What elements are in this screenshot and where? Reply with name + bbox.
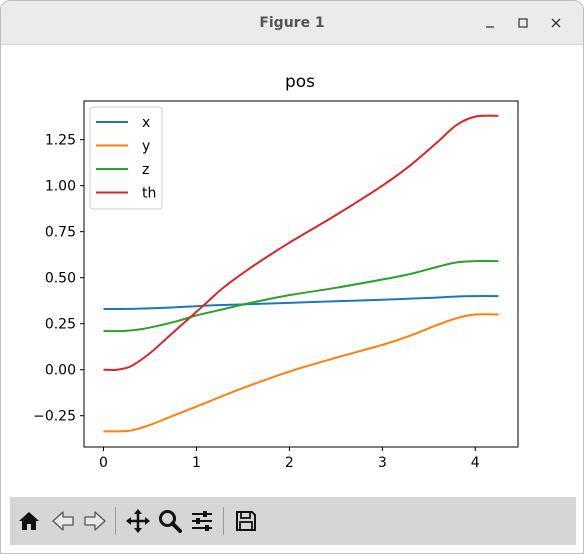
pos-chart: pos 0 1 2 3 4 −0.25 0.00 0.25 0.50 0.75 1.00 1.25 x… (33, 72, 519, 471)
home-button[interactable] (14, 506, 44, 536)
figure-canvas[interactable]: pos 0 1 2 3 4 −0.25 0.00 0.25 0.50 0.75 1.00 1.25 x… (10, 45, 576, 497)
series-line-x (103, 295, 499, 310)
home-icon (19, 512, 39, 530)
window-bottom-border (1, 545, 583, 553)
axes-frame (83, 100, 519, 448)
legend-label-z: z (142, 162, 149, 178)
maximize-button[interactable] (513, 13, 533, 33)
legend-label-x: x (142, 115, 150, 131)
y-tick-label: 1.00 (45, 179, 76, 195)
toolbar-separator (115, 507, 116, 535)
configure-subplots-button[interactable] (187, 506, 217, 536)
legend-label-th: th (142, 186, 156, 202)
zoom-icon (159, 510, 182, 533)
y-tick-label: 0.75 (45, 225, 76, 241)
save-icon (236, 511, 256, 531)
series-line-y (103, 313, 499, 433)
series-line-z (103, 260, 499, 333)
x-tick-label: 4 (471, 455, 480, 471)
window-title: Figure 1 (259, 15, 325, 31)
zoom-button[interactable] (155, 506, 185, 536)
legend-box (89, 106, 163, 210)
minimize-button[interactable] (480, 13, 500, 33)
pan-button[interactable] (123, 506, 153, 536)
title-bar[interactable]: Figure 1 (1, 1, 583, 45)
forward-button[interactable] (80, 506, 110, 536)
maximize-icon (518, 18, 528, 28)
close-button[interactable] (546, 13, 566, 33)
configure-subplots-icon (192, 511, 212, 531)
x-tick-label: 2 (285, 455, 294, 471)
forward-arrow-icon (84, 511, 106, 531)
navigation-toolbar (10, 497, 576, 545)
save-button[interactable] (231, 506, 261, 536)
y-tick-label: −0.25 (33, 409, 76, 425)
y-tick-label: 0.25 (45, 317, 76, 333)
x-tick-label: 0 (99, 455, 108, 471)
y-tick-label: 0.50 (45, 271, 76, 287)
close-icon (551, 18, 561, 28)
y-tick-label: 1.25 (45, 133, 76, 149)
chart-title: pos (285, 72, 315, 92)
legend-label-y: y (142, 139, 150, 155)
back-arrow-icon (52, 511, 74, 531)
toolbar-separator (223, 507, 224, 535)
back-button[interactable] (48, 506, 78, 536)
pan-icon (126, 509, 150, 533)
y-tick-label: 0.00 (45, 363, 76, 379)
x-tick-label: 3 (378, 455, 387, 471)
series-line-th (103, 114, 499, 371)
x-tick-label: 1 (192, 455, 201, 471)
minimize-icon (486, 26, 494, 28)
